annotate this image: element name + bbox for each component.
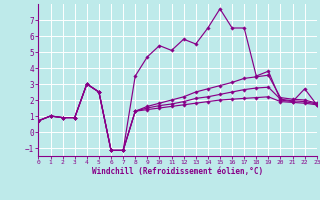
X-axis label: Windchill (Refroidissement éolien,°C): Windchill (Refroidissement éolien,°C) bbox=[92, 167, 263, 176]
